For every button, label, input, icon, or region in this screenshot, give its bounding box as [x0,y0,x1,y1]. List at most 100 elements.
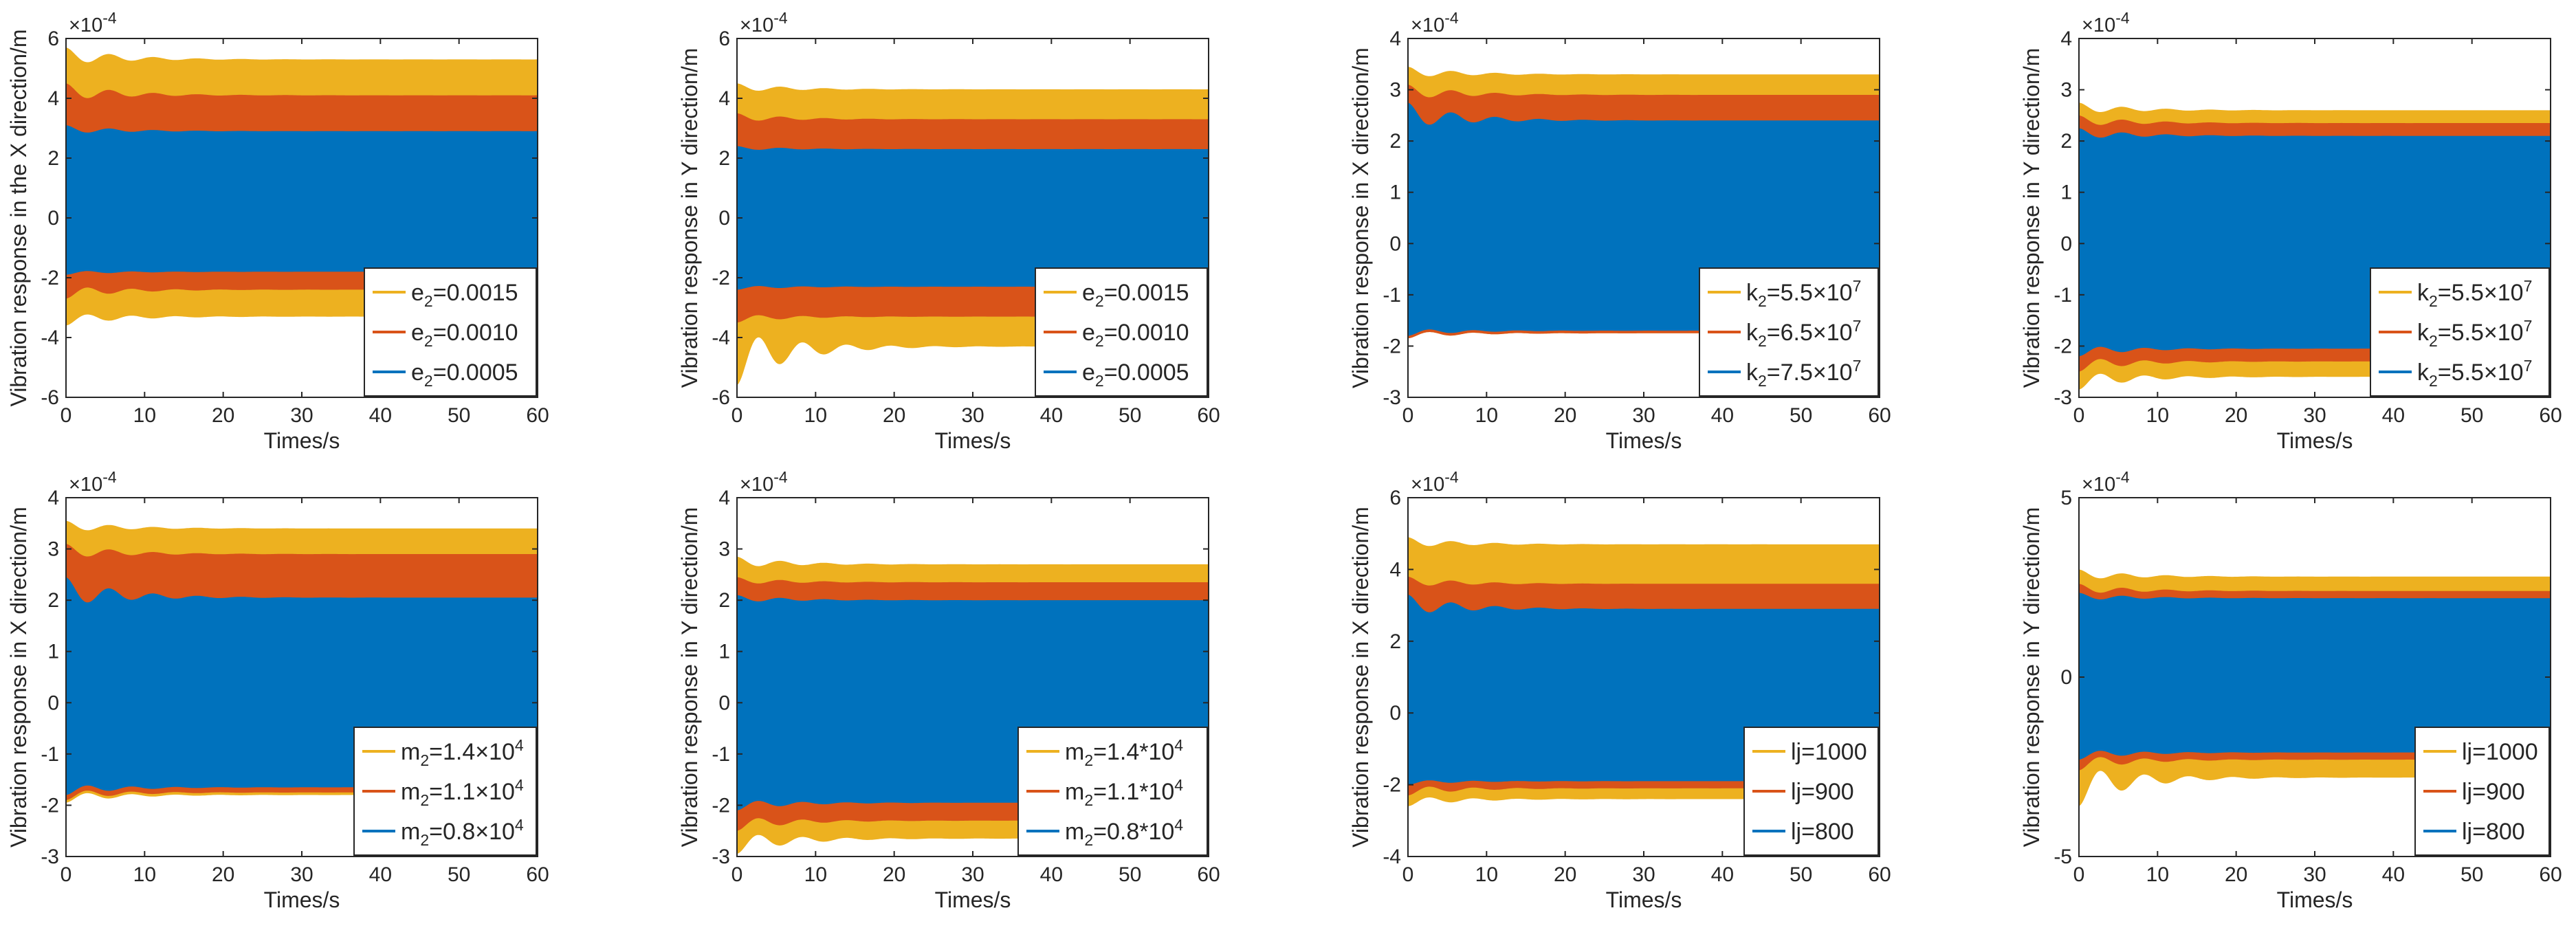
exponent-base: ×10 [1411,14,1444,36]
x-tick-label: 30 [961,404,984,427]
y-axis-label: Vibration response in Y direction/m [677,48,702,388]
legend-value: =0.0015 [433,280,518,306]
x-tick-label: 40 [1040,404,1063,427]
legend-superscript: 4 [1174,816,1183,834]
legend-subscript: 2 [420,831,429,849]
x-tick-label: 0 [731,863,743,886]
legend-superscript: 7 [2524,317,2533,335]
subplot-4: 0 10 20 30 40 50 60 -3 -2 -1 0 1 2 3 4 ×10-4 Times/s Vibr… [2019,9,2562,453]
y-tick-label: 1 [1389,181,1401,204]
legend-value: =0.0010 [1104,320,1189,346]
legend-value: =1.4×10 [429,739,515,765]
exponent-power: -4 [102,468,117,486]
y-tick-label: 0 [718,692,730,714]
legend-subscript: 2 [2429,332,2438,350]
y-axis-label: Vibration response in Y direction/m [677,507,702,848]
legend-entry: lj=1000 [2462,739,2538,765]
exponent-base: ×10 [69,14,102,36]
y-tick-label: 6 [1389,487,1401,509]
x-tick-label: 10 [133,863,156,886]
legend-entry: lj=800 [2462,819,2525,845]
legend-value: =6.5×10 [1767,320,1853,346]
y-tick-label: -1 [2054,284,2072,307]
legend-value: =1.1×10 [429,779,515,805]
x-tick-label: 0 [2073,404,2085,427]
legend-entry: m2=1.1×104 [401,776,524,809]
y-tick-label: -6 [41,386,59,409]
y-tick-label: 6 [47,27,59,50]
subplot-2: 0 10 20 30 40 50 60-6-4-20246×10-4Times/sVibra… [677,9,1220,453]
series-band-3 [66,125,538,275]
legend-value: =0.0010 [433,320,518,346]
y-tick-label: -6 [712,386,730,409]
y-axis-label: Vibration response in Y direction/m [2019,48,2044,388]
x-tick-label: 60 [2539,404,2562,427]
y-tick-label: -4 [1383,846,1401,868]
y-tick-label: 3 [1389,79,1401,102]
x-tick-label: 0 [2073,863,2085,886]
legend-subscript: 2 [424,292,433,310]
x-tick-label: 30 [2303,404,2326,427]
x-tick-label: 40 [2382,863,2405,886]
exponent-base: ×10 [740,14,773,36]
axis-exponent: ×10-4 [69,9,117,36]
legend-label: lj=900 [2462,779,2525,805]
y-axis-label: Vibration response in X direction/m [6,507,31,848]
legend: lj=1000 lj=900 lj=800 [1743,727,1879,856]
legend-entry: lj=800 [1791,819,1854,845]
subplot-7: 0 10 20 30 40 50 60-4-20246×10-4Times/sVibrati… [1348,468,1891,912]
y-tick-label: 3 [47,538,59,561]
legend-value: =0.8×10 [429,819,515,845]
x-tick-label: 10 [2146,404,2169,427]
y-tick-label: 4 [1389,558,1401,581]
x-tick-label: 40 [369,863,392,886]
legend-entry: lj=1000 [1791,739,1867,765]
legend-value: =7.5×10 [1767,360,1853,386]
y-tick-label: 2 [1389,630,1401,653]
y-tick-label: -3 [41,846,59,868]
y-tick-label: -2 [712,267,730,289]
x-tick-label: 20 [1554,404,1576,427]
legend-symbol: k [1746,320,1759,346]
y-tick-label: 4 [718,487,730,509]
x-axis-label: Times/s [1606,887,1682,912]
legend-subscript: 2 [1095,372,1104,390]
y-axis-label: Vibration response in Y direction/m [2019,507,2044,848]
y-tick-label: -1 [41,743,59,766]
legend-symbol: m [401,739,420,765]
subplot-1: 0 10 20 30 40 50 60-6-4-20246×10-4Times/sVibra… [6,9,549,453]
x-tick-label: 10 [1475,863,1498,886]
y-tick-label: -2 [41,267,59,289]
x-tick-label: 10 [2146,863,2169,886]
y-tick-label: 0 [2060,232,2072,255]
y-tick-label: -2 [1383,335,1401,357]
exponent-base: ×10 [2082,474,2115,496]
legend-superscript: 7 [1853,317,1862,335]
bands [737,556,1209,854]
legend-symbol: e [1082,360,1095,386]
x-axis-label: Times/s [935,887,1011,912]
x-tick-label: 50 [448,863,470,886]
axis-exponent: ×10-4 [1411,9,1459,36]
legend-symbol: m [1065,779,1084,805]
x-tick-label: 20 [883,863,905,886]
exponent-base: ×10 [2082,14,2115,36]
y-tick-label: 3 [718,538,730,561]
y-tick-label: 2 [47,147,59,170]
legend-entry: m2=0.8*104 [1065,816,1183,849]
y-tick-label: -3 [712,846,730,868]
legend-subscript: 2 [1084,831,1093,849]
exponent-base: ×10 [740,474,773,496]
exponent-power: -4 [1444,9,1459,27]
x-tick-label: 40 [1711,404,1734,427]
y-tick-label: -4 [712,327,730,349]
y-tick-label: 2 [718,147,730,170]
x-tick-label: 60 [1868,404,1891,427]
x-tick-label: 40 [1711,863,1734,886]
y-axis-label: Vibration response in the X direction/m [6,29,31,406]
x-axis-label: Times/s [264,887,340,912]
legend-entry: e2=0.0010 [1082,320,1189,350]
